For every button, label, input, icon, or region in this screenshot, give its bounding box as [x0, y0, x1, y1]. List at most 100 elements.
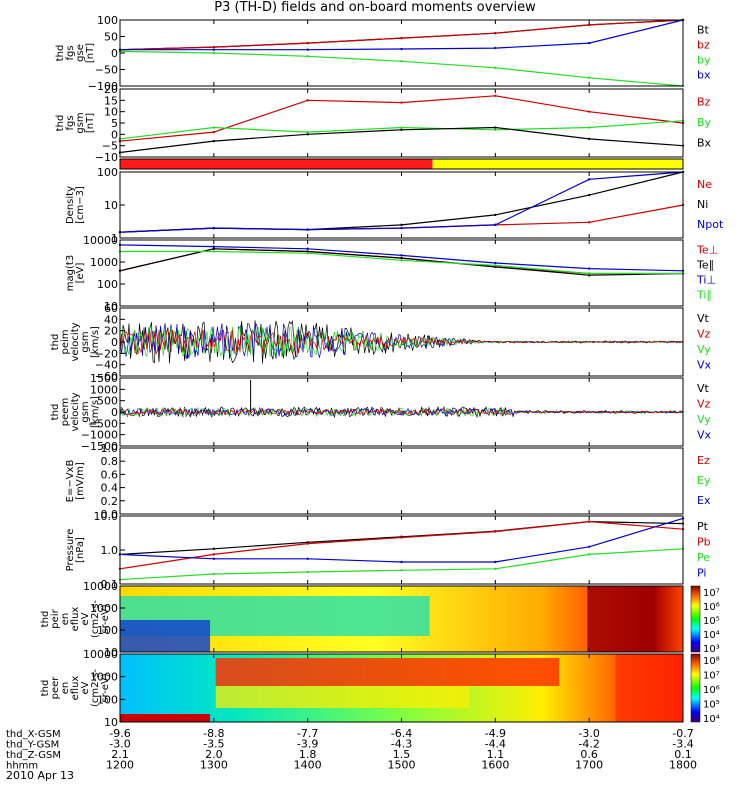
colorbar-label: 10⁵ — [703, 616, 720, 627]
point-Pi — [400, 560, 403, 564]
y-axis-label: gsm — [80, 401, 91, 422]
point-Pi — [587, 545, 591, 548]
y-tick-label: 40 — [104, 313, 118, 326]
panel-frame-efield — [119, 447, 684, 515]
spectrogram-layer — [120, 159, 683, 722]
legend-bz: bz — [697, 39, 710, 52]
y-axis-label: E=−VxB — [65, 460, 76, 503]
y-tick-label: 20 — [104, 83, 118, 96]
point-Pt — [212, 547, 216, 550]
y-tick-label: 5 — [111, 117, 118, 130]
point-by — [494, 66, 497, 70]
point-Ni — [494, 213, 497, 217]
peir-hot-band — [587, 586, 655, 652]
y-tick-label: 1000 — [90, 256, 118, 269]
ephemeris-value: 1600 — [481, 759, 509, 772]
point-Ni — [400, 223, 403, 227]
colorbar-label: 10⁷ — [703, 588, 720, 599]
y-tick-label: 0 — [111, 406, 118, 419]
point-Ti∥ — [587, 272, 591, 275]
y-axis-label: [eV] — [75, 263, 86, 284]
ephemeris-value: -0.7 — [672, 727, 693, 740]
point-Npot — [587, 178, 591, 181]
point-bx — [494, 46, 497, 50]
legend-by: by — [697, 54, 711, 67]
y-axis-label: mag(t3 — [65, 255, 76, 291]
y-axis-label: en — [60, 682, 71, 695]
y-tick-label: 100 — [97, 624, 118, 637]
legend-Npot: Npot — [697, 218, 724, 231]
y-tick-label: 10 — [104, 199, 118, 212]
legend-Vz: Vz — [697, 397, 711, 410]
point-Bz — [306, 99, 309, 102]
point-Ti∥ — [494, 264, 497, 267]
series-density-Npot — [119, 171, 684, 233]
point-Ti⊥ — [494, 261, 497, 265]
y-tick-label: 10.0 — [94, 510, 119, 523]
point-Bx — [587, 137, 591, 141]
y-tick-label: 500 — [97, 395, 118, 408]
ephemeris-value: 1.8 — [299, 748, 317, 761]
ephemeris-value: -3.0 — [578, 727, 599, 740]
point-Npot — [400, 226, 403, 230]
y-axis-label: velocity — [70, 392, 81, 431]
data-layer — [118, 18, 685, 581]
legend-Ey: Ey — [697, 474, 711, 487]
y-axis-label: sr-eV) — [100, 673, 111, 702]
legend-Vt: Vt — [697, 382, 710, 395]
ephemeris-value: -4.4 — [485, 738, 506, 751]
ephemeris-label: hhmm — [6, 761, 38, 772]
point-Te∥ — [306, 250, 309, 253]
point-Ni — [587, 193, 591, 197]
y-axis-label: peir — [50, 608, 61, 628]
ephemeris-value: -7.7 — [297, 727, 318, 740]
y-axis-label: sr-eV) — [100, 604, 111, 633]
point-Pe — [400, 569, 403, 572]
series-fgs-gse-bz — [119, 19, 684, 51]
legend-Bt: Bt — [697, 24, 710, 37]
point-Ti⊥ — [587, 267, 591, 270]
y-axis-label: gsm — [75, 112, 86, 133]
colorbar-label: 10⁶ — [703, 685, 720, 696]
y-tick-label: −1500 — [81, 440, 118, 453]
series-fgs-gsm-Bx — [119, 126, 684, 154]
y-axis-label: [mV/m] — [75, 462, 86, 500]
noise-peem-velocity — [119, 408, 683, 416]
point-bz — [212, 45, 216, 49]
point-Npot — [494, 223, 497, 227]
peir-low-energy-band — [120, 620, 211, 652]
y-tick-label: 1000 — [90, 602, 118, 615]
colorbar-label: 10³ — [703, 644, 720, 655]
y-tick-label: −1000 — [81, 429, 118, 442]
colorbar — [690, 653, 701, 723]
y-axis-label: [nPa] — [75, 537, 86, 563]
y-tick-label: 0 — [111, 336, 118, 349]
point-Npot — [212, 226, 216, 230]
y-tick-label: 1.0 — [101, 442, 119, 455]
legend-Bz: Bz — [697, 95, 711, 108]
ephemeris-value: -3.4 — [672, 738, 693, 751]
colorbar-label: 10⁷ — [703, 671, 720, 682]
point-Te∥ — [587, 274, 591, 277]
point-Te∥ — [212, 247, 216, 250]
noise-peim-velocity — [119, 329, 683, 355]
y-axis-label: gse — [75, 44, 86, 62]
y-tick-label: 0 — [111, 128, 118, 141]
ephemeris-value: 2.0 — [205, 748, 223, 761]
point-Ti⊥ — [212, 245, 216, 248]
colorbar-label: 10⁴ — [703, 630, 720, 641]
point-By — [212, 126, 216, 129]
y-axis-label: [nT] — [85, 43, 96, 63]
ephemeris-value: 1400 — [294, 759, 322, 772]
legend-Vz: Vz — [697, 327, 711, 340]
point-by — [587, 76, 591, 79]
legend-Pe: Pe — [697, 551, 710, 564]
y-tick-label: 10000 — [83, 580, 118, 593]
peer-low-band — [120, 714, 211, 722]
legend-Vy: Vy — [697, 343, 711, 356]
point-By — [587, 126, 591, 129]
y-tick-label: 1000 — [90, 383, 118, 396]
legend-Ez: Ez — [697, 454, 710, 467]
point-Pb — [400, 536, 403, 539]
